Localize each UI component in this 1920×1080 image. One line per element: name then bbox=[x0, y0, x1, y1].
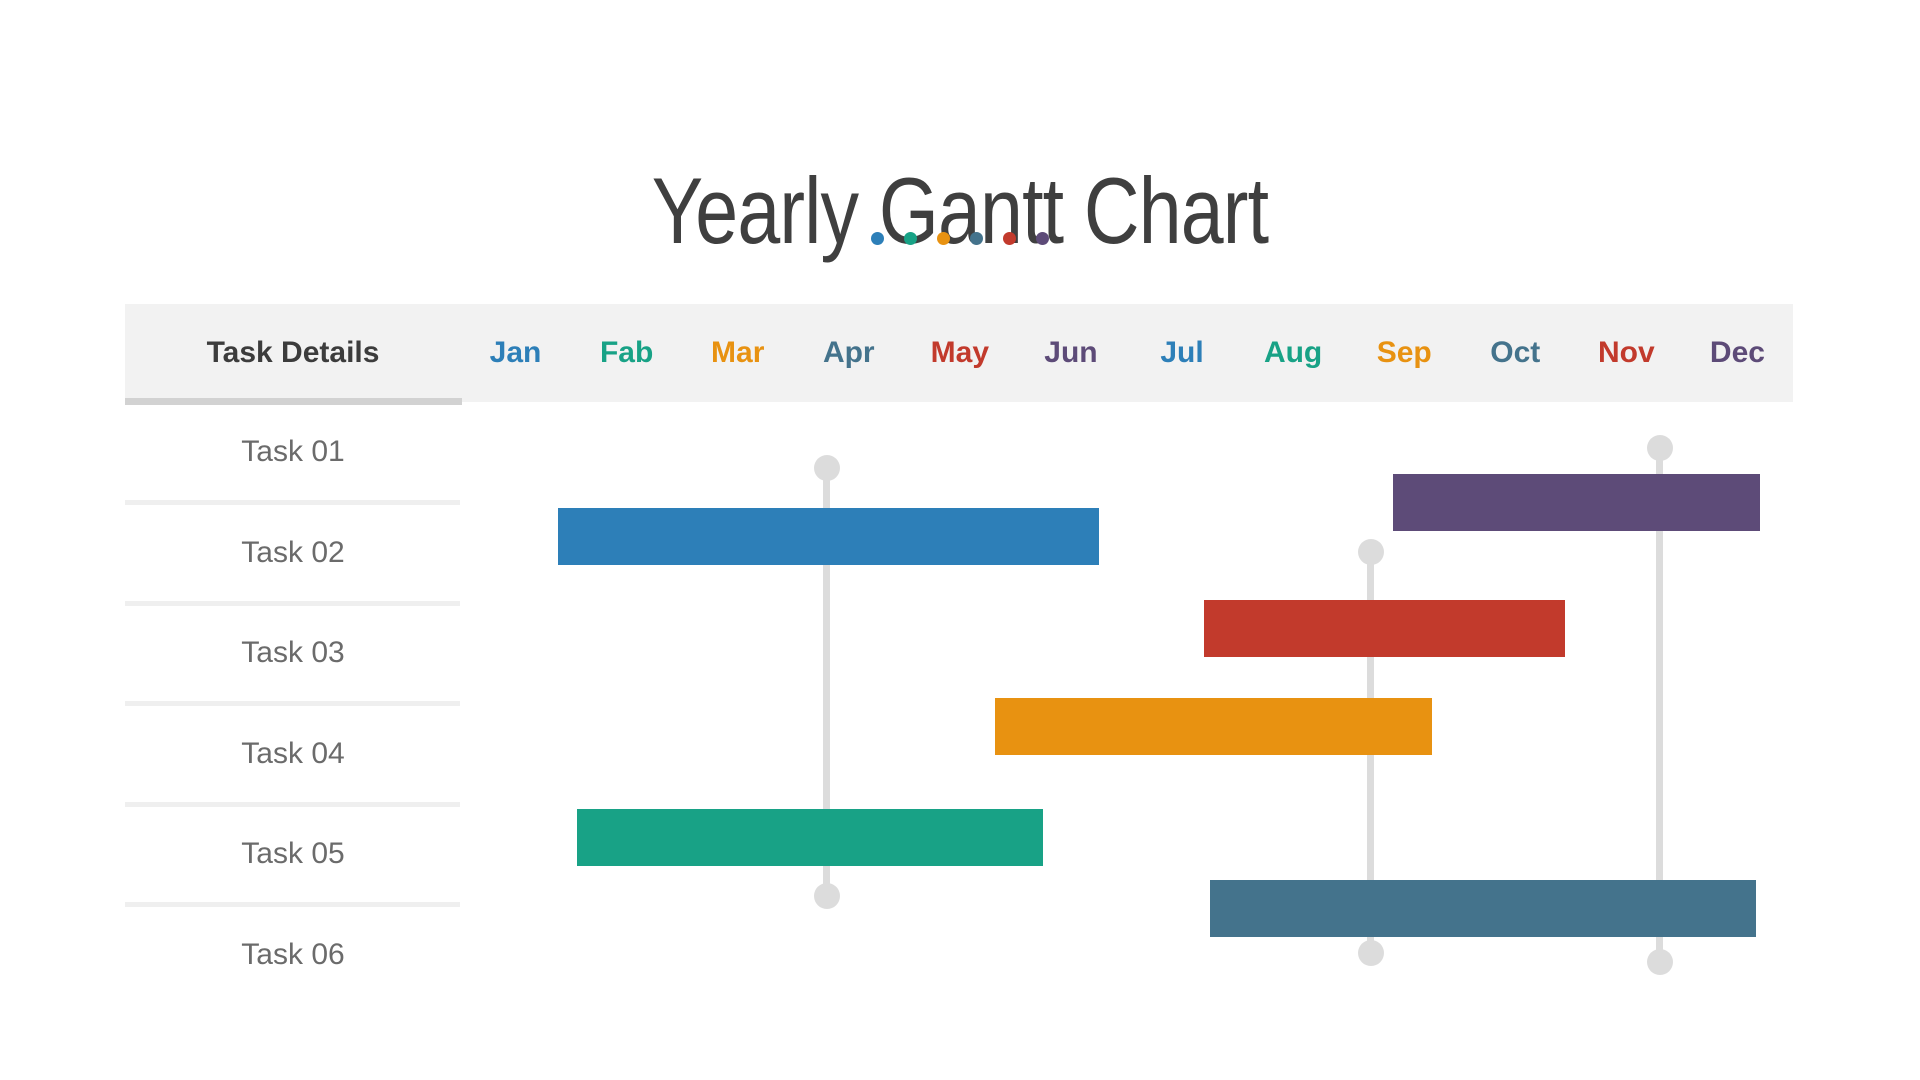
milestone-line-apr bbox=[823, 468, 831, 896]
milestone-dot-bottom-apr bbox=[813, 883, 840, 909]
row-divider bbox=[125, 801, 460, 807]
row-divider bbox=[125, 600, 460, 606]
row-divider bbox=[125, 902, 460, 907]
milestone-dot-bottom-nov bbox=[1646, 949, 1673, 975]
milestone-dot-bottom-aug bbox=[1357, 940, 1384, 966]
gantt-bar-task-04 bbox=[995, 697, 1432, 755]
milestone-dot-top-aug bbox=[1357, 539, 1384, 565]
green-accent-dot bbox=[904, 232, 917, 245]
red-accent-dot bbox=[1003, 232, 1016, 245]
milestone-line-aug bbox=[1367, 552, 1375, 953]
title-accent-dots bbox=[871, 232, 1049, 245]
task-label-task-04: Task 04 bbox=[241, 736, 345, 770]
task-label-task-06: Task 06 bbox=[241, 937, 345, 971]
row-divider bbox=[125, 500, 460, 505]
gantt-bar-task-01 bbox=[1393, 473, 1760, 531]
purple-accent-dot bbox=[1036, 232, 1049, 245]
page-title: Yearly Gantt Chart bbox=[651, 157, 1269, 263]
orange-accent-dot bbox=[937, 232, 950, 245]
task-label-task-01: Task 01 bbox=[241, 435, 345, 469]
row-divider bbox=[125, 701, 460, 706]
milestone-dot-top-nov bbox=[1646, 435, 1673, 461]
milestone-line-nov bbox=[1656, 448, 1664, 962]
task-label-task-05: Task 05 bbox=[241, 837, 345, 871]
gantt-bar-task-05 bbox=[576, 808, 1044, 866]
gantt-bar-task-02 bbox=[557, 507, 1099, 565]
gantt-bar-task-03 bbox=[1204, 599, 1566, 657]
blue-accent-dot bbox=[871, 232, 884, 245]
task-label-task-03: Task 03 bbox=[241, 636, 345, 670]
task-column-underline bbox=[125, 398, 462, 405]
table-header-band bbox=[125, 304, 1793, 402]
gantt-bar-task-06 bbox=[1209, 879, 1757, 937]
task-label-task-02: Task 02 bbox=[241, 535, 345, 569]
steel-accent-dot bbox=[970, 232, 983, 245]
task-details-header: Task Details bbox=[206, 336, 380, 369]
milestone-dot-top-apr bbox=[813, 455, 840, 481]
